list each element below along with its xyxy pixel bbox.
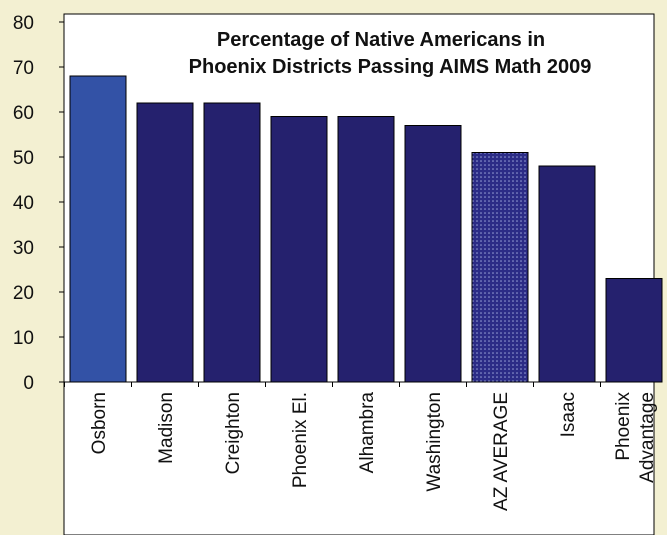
x-category-label: Advantage <box>637 392 658 483</box>
bar-alhambra <box>337 116 395 383</box>
bar-phoenix-advantage <box>605 278 663 383</box>
bar-isaac <box>538 165 596 383</box>
bar-phoenix-el- <box>270 116 328 383</box>
y-tick-label: 40 <box>13 193 34 214</box>
bar-washington <box>404 125 462 383</box>
x-category-label: Isaac <box>558 392 579 437</box>
x-axis-labels: Osborn Madison Creighton Phoenix El. Alhambr… <box>89 392 658 511</box>
bar-madison <box>136 102 194 383</box>
y-axis: 0 10 20 30 40 50 60 70 80 <box>13 13 654 394</box>
y-tick-label: 30 <box>13 238 34 259</box>
bars-layer <box>69 75 663 383</box>
y-tick-label: 60 <box>13 103 34 124</box>
y-tick-label: 50 <box>13 148 34 169</box>
bar-osborn <box>69 75 127 383</box>
chart-title: Percentage of Native Americans in Phoeni… <box>189 29 592 78</box>
chart-title-line-1: Percentage of Native Americans in <box>217 29 545 51</box>
x-category-label: AZ AVERAGE <box>491 392 512 511</box>
y-tick-label: 70 <box>13 58 34 79</box>
x-category-label: Alhambra <box>357 392 378 474</box>
x-category-label: Creighton <box>223 392 244 474</box>
chart-title-line-2: Phoenix Districts Passing AIMS Math 2009 <box>189 56 592 78</box>
y-tick-label: 0 <box>23 373 34 394</box>
bar-az-average <box>471 152 529 383</box>
x-category-label: Washington <box>424 392 445 492</box>
y-tick-label: 10 <box>13 328 34 349</box>
x-category-label: Phoenix <box>613 392 634 461</box>
y-tick-label: 20 <box>13 283 34 304</box>
x-category-label: Phoenix El. <box>290 392 311 488</box>
bar-creighton <box>203 102 261 383</box>
x-category-label: Osborn <box>89 392 110 454</box>
y-tick-label: 80 <box>13 13 34 34</box>
x-category-label: Madison <box>156 392 177 464</box>
